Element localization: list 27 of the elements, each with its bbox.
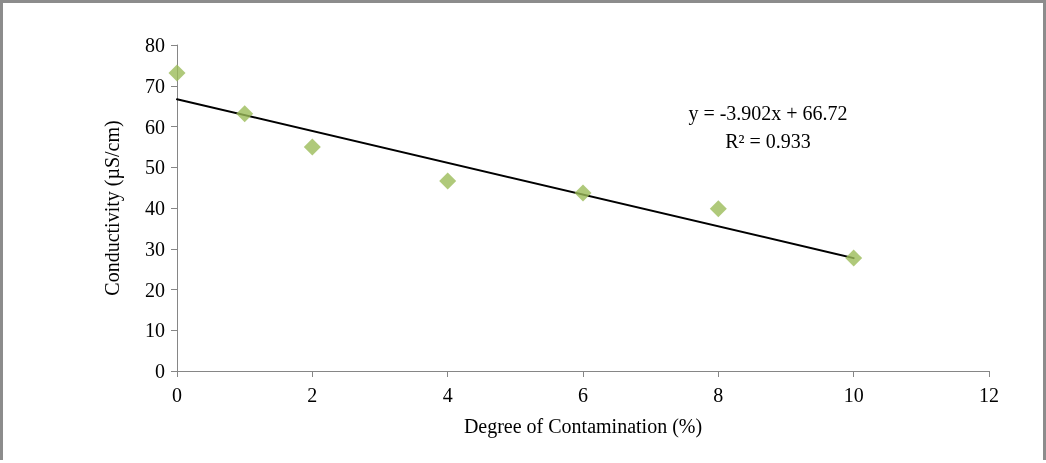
y-tick-label: 60 bbox=[145, 115, 165, 138]
point bbox=[574, 184, 592, 202]
y-tick-label: 10 bbox=[145, 319, 165, 342]
point bbox=[845, 249, 863, 267]
point bbox=[236, 105, 254, 123]
x-axis-title: Degree of Contamination (%) bbox=[463, 415, 703, 438]
point bbox=[439, 172, 457, 190]
x-tick-label: 12 bbox=[979, 384, 999, 406]
y-axis-title: Conductivity (µS/cm) bbox=[101, 120, 124, 296]
annotation: R² = 0.933 bbox=[725, 130, 811, 152]
point bbox=[303, 138, 321, 156]
x-tick-label: 10 bbox=[843, 384, 864, 406]
point bbox=[168, 64, 186, 82]
x-tick-label: 4 bbox=[442, 384, 453, 406]
y-tick-label: 30 bbox=[145, 237, 165, 260]
y-tick-label: 80 bbox=[145, 34, 165, 56]
x-tick-label: 0 bbox=[172, 384, 182, 406]
x-tick-label: 8 bbox=[713, 384, 724, 406]
x-tick-label: 2 bbox=[307, 384, 318, 406]
y-tick-label: 0 bbox=[155, 360, 165, 382]
y-tick-label: 70 bbox=[145, 74, 165, 97]
y-tick-label: 20 bbox=[145, 278, 165, 301]
y-tick-label: 50 bbox=[145, 156, 165, 179]
annotation: y = -3.902x + 66.72 bbox=[688, 102, 848, 125]
x-tick-label: 6 bbox=[578, 384, 588, 406]
point bbox=[709, 200, 727, 218]
y-tick-label: 40 bbox=[145, 197, 165, 219]
